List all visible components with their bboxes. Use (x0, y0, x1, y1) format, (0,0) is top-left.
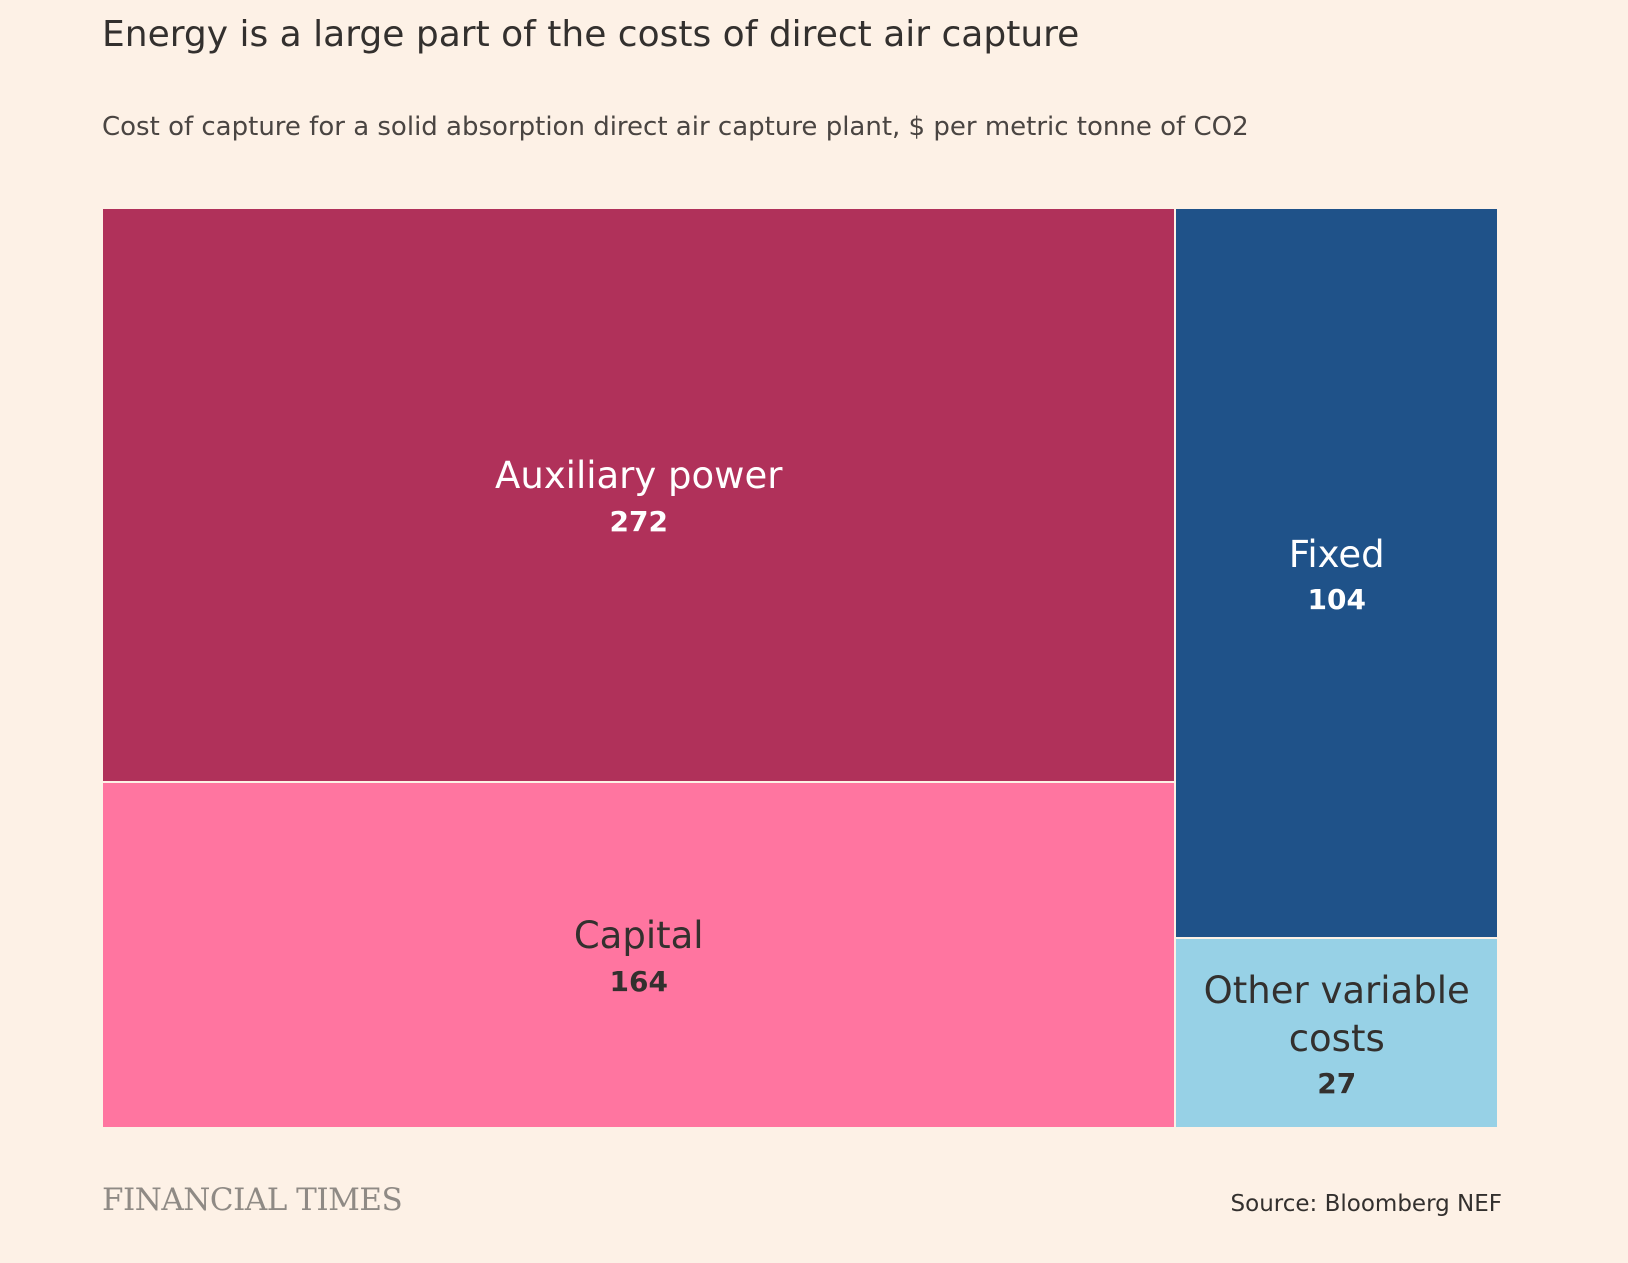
treemap-cell: Capital 164 (102, 781, 1176, 1128)
value-label: 164 (609, 964, 668, 998)
value-label: 104 (1307, 582, 1366, 616)
treemap: Auxiliary power 272 Capital 164 Fixed 104 Othe… (102, 208, 1498, 1128)
chart-title: Energy is a large part of the costs of d… (102, 14, 1080, 55)
value-label: 272 (609, 504, 668, 538)
cell-label: Auxiliary power (495, 454, 783, 498)
cell-label: Fixed (1288, 532, 1385, 576)
value-label: 27 (1317, 1066, 1357, 1100)
treemap-cell: Auxiliary power 272 (102, 208, 1176, 782)
brand-logo: FINANCIAL TIMES (102, 1182, 403, 1218)
treemap-cell: Fixed 104 (1175, 208, 1498, 939)
cell-label: Capital (573, 914, 704, 958)
treemap-cell: Other variable costs 27 (1175, 938, 1498, 1128)
chart-subtitle: Cost of capture for a solid absorption d… (102, 112, 1249, 142)
source-note: Source: Bloomberg NEF (1230, 1191, 1502, 1217)
cell-label: Other variable costs (1203, 968, 1470, 1060)
